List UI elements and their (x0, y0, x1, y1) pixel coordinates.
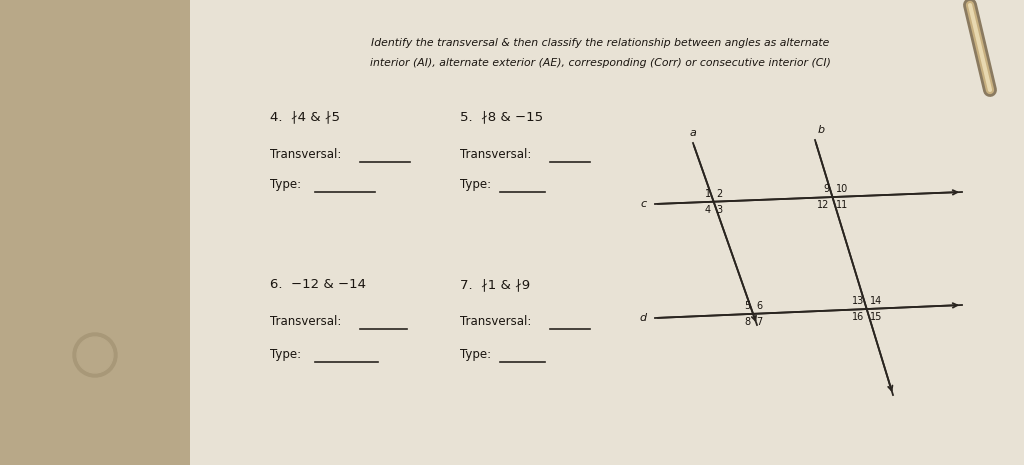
Text: c: c (641, 199, 647, 209)
Text: d: d (640, 313, 647, 323)
Text: 10: 10 (836, 184, 848, 194)
Text: 9: 9 (823, 184, 829, 194)
Circle shape (77, 337, 113, 373)
Text: 12: 12 (817, 200, 829, 210)
Text: 7.  ∤1 & ∤9: 7. ∤1 & ∤9 (460, 278, 530, 291)
Text: interior (AI), alternate exterior (AE), corresponding (Corr) or consecutive inte: interior (AI), alternate exterior (AE), … (370, 58, 830, 68)
Bar (190, 0, 1024, 465)
Text: Transversal:: Transversal: (460, 148, 531, 161)
Text: Transversal:: Transversal: (460, 315, 531, 328)
Text: 5: 5 (743, 301, 750, 311)
Text: 6: 6 (756, 301, 762, 311)
Text: 11: 11 (836, 200, 848, 210)
Text: 6.  −12 & −14: 6. −12 & −14 (270, 278, 366, 291)
Text: 4.  ∤4 & ∤5: 4. ∤4 & ∤5 (270, 110, 340, 123)
Text: 16: 16 (851, 312, 863, 322)
Text: 15: 15 (869, 312, 882, 322)
Text: 13: 13 (851, 296, 863, 306)
Text: 14: 14 (869, 296, 882, 306)
Text: 4: 4 (705, 205, 711, 215)
Text: Identify the transversal & then classify the relationship between angles as alte: Identify the transversal & then classify… (371, 38, 829, 48)
Text: 7: 7 (756, 317, 762, 327)
Text: b: b (818, 125, 825, 135)
Text: 3: 3 (717, 205, 723, 215)
Text: Transversal:: Transversal: (270, 148, 341, 161)
Text: 8: 8 (744, 317, 750, 327)
Text: Type:: Type: (270, 178, 301, 191)
Text: 1: 1 (705, 189, 711, 199)
Text: 5.  ∤8 & −15: 5. ∤8 & −15 (460, 110, 543, 123)
Text: Type:: Type: (270, 348, 301, 361)
Text: Type:: Type: (460, 348, 492, 361)
Text: Transversal:: Transversal: (270, 315, 341, 328)
Text: a: a (690, 128, 697, 138)
Circle shape (73, 333, 117, 377)
Text: Type:: Type: (460, 178, 492, 191)
Text: 2: 2 (717, 189, 723, 199)
